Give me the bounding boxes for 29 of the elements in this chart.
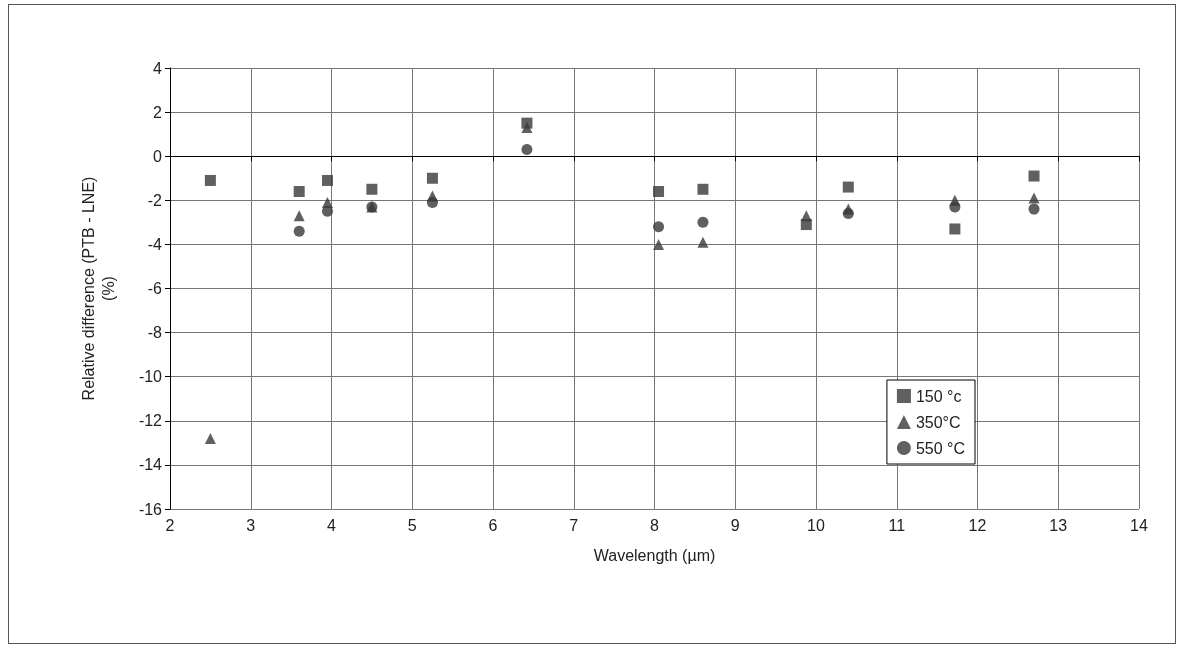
y-tick-label: 4 [153,59,163,77]
y-tick-label: -12 [138,412,163,430]
y-tick-label: 0 [153,147,163,165]
y-tick-label: -2 [147,191,163,209]
y-tick-label: -6 [147,280,163,297]
legend-label: 350°C [915,413,961,431]
y-tick-label: -4 [147,235,163,253]
x-tick-label: 7 [569,516,579,534]
x-tick-label: 5 [407,516,417,534]
x-tick-label: 14 [1130,516,1148,534]
y-axis-title: Relative difference (PTB - LNE) (%) [79,176,117,401]
y-tick-label: -14 [138,456,163,474]
x-tick-label: 10 [807,516,825,534]
x-tick-label: 4 [327,516,337,534]
x-tick-label: 2 [165,516,175,534]
x-tick-label: 3 [246,516,256,534]
x-tick-label: 11 [888,516,906,534]
y-tick-label: -8 [147,324,163,342]
y-tick-label: -16 [138,500,163,518]
x-tick-label: 9 [730,516,740,534]
x-axis-title: Wavelength (µm) [593,546,716,564]
legend-label: 550 °C [915,439,965,457]
x-tick-label: 8 [650,516,660,534]
legend-label: 150 °c [915,387,962,405]
x-tick-label: 6 [488,516,498,534]
y-tick-label: -10 [138,368,163,386]
x-tick-label: 12 [968,516,987,534]
x-tick-label: 13 [1049,516,1068,534]
y-tick-label: 2 [153,103,163,121]
